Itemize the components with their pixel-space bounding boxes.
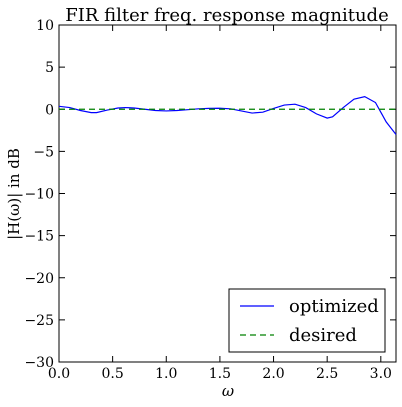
y-tick-label-1: 5 (45, 60, 54, 76)
series-line-optimized (58, 95, 397, 135)
y-tick-label-0: 10 (36, 18, 54, 34)
x-tick-label-3: 1.5 (209, 366, 231, 382)
y-tick-label-5: −15 (24, 229, 54, 245)
y-tick-label-2: 0 (45, 102, 54, 118)
x-axis-label: ω (222, 382, 234, 400)
y-tick-label-4: −10 (24, 187, 54, 203)
x-tick-label-5: 2.5 (316, 366, 338, 382)
legend-label-optimized: optimized (289, 296, 379, 317)
x-tick-label-1: 0.5 (102, 366, 124, 382)
plot-area: 0.0 0.5 1.0 1.5 2.0 2.5 3.0 10 5 0 −5 −10 −15 −20 −25 −… (24, 18, 397, 382)
x-tick-label-6: 3.0 (370, 366, 392, 382)
x-tick-label-0: 0.0 (48, 366, 70, 382)
legend-label-desired: desired (289, 325, 357, 346)
y-tick-label-7: −25 (24, 313, 54, 329)
y-tick-label-6: −20 (24, 271, 54, 287)
legend-box (228, 288, 386, 353)
y-tick-label-8: −30 (24, 355, 54, 371)
y-tick-label-3: −5 (33, 144, 54, 160)
x-tick-label-2: 1.0 (155, 366, 177, 382)
x-tick-label-4: 2.0 (262, 366, 284, 382)
y-axis-label: |H(ω)| in dB (5, 148, 23, 240)
chart-title: FIR filter freq. response magnitude (65, 5, 388, 26)
